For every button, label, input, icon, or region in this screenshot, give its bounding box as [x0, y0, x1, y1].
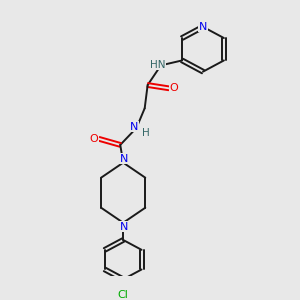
Text: N: N	[120, 222, 128, 232]
Text: O: O	[170, 83, 178, 93]
Text: HN: HN	[150, 60, 165, 70]
Text: N: N	[130, 122, 138, 132]
Text: N: N	[120, 154, 128, 164]
Text: H: H	[142, 128, 150, 138]
Text: N: N	[199, 22, 207, 32]
Text: Cl: Cl	[118, 290, 129, 300]
Text: O: O	[89, 134, 98, 144]
